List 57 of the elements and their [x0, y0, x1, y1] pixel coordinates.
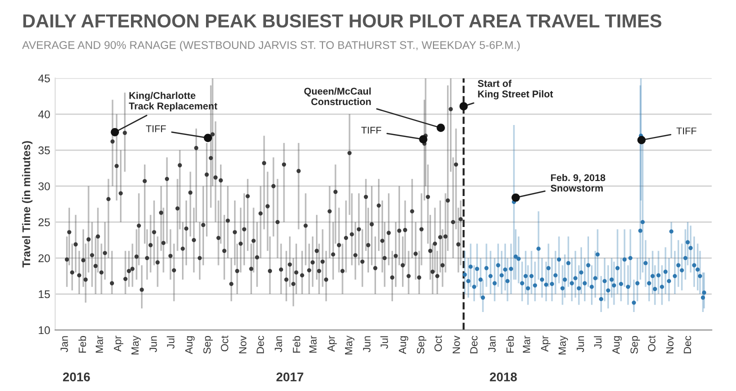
y-tick-label: 40	[38, 110, 50, 118]
x-tick-label: Jul	[594, 336, 602, 349]
y-axis-title: Travel Time (in minutes)	[22, 141, 32, 268]
y-tick-label: 30	[38, 182, 50, 190]
x-tick-label: Feb	[78, 336, 86, 353]
x-tick-label: Sep	[203, 336, 213, 354]
x-tick-label: Jun	[363, 336, 370, 352]
x-tick-label: Aug	[185, 336, 195, 354]
x-tick-label: Aug	[612, 336, 622, 354]
x-tick-label: Aug	[398, 336, 408, 354]
chart-subtitle: AVERAGE AND 90% RANAGE (WESTBOUND JARVIS ST. TO BATHURST ST., WEEKDAY 5-6P.M.)	[22, 40, 520, 52]
x-tick-label: Jan	[60, 336, 68, 352]
chart-title: DAILY AFTERNOON PEAK BUSIEST HOUR PILOT AREA TRAVEL TIMES	[23, 14, 662, 28]
x-tick-label: Jun	[150, 336, 157, 352]
x-tick-label: Jul	[380, 336, 388, 349]
x-tick-label: Feb	[506, 336, 514, 353]
x-tick-label: Dec	[470, 336, 478, 354]
x-tick-label: May	[345, 336, 354, 354]
x-tick-label: Apr	[114, 336, 124, 352]
x-tick-label: Sep	[630, 336, 640, 354]
x-tick-label: Jul	[166, 336, 174, 349]
annotation: TIFF	[146, 125, 166, 132]
x-tick-label: Oct	[648, 336, 656, 352]
x-tick-label: Dec	[684, 336, 692, 354]
annotation: TIFF	[361, 126, 382, 134]
x-tick-label: May	[131, 336, 141, 354]
y-tick-label: 45	[38, 74, 50, 82]
x-tick-label: Mar	[309, 336, 317, 353]
x-tick-label: Nov	[666, 336, 674, 354]
annotation: King/Charlotte Track Replacement	[128, 92, 218, 112]
x-tick-label: Oct	[434, 336, 442, 352]
x-tick-label: May	[558, 336, 568, 354]
text: 2016	[62, 372, 90, 382]
y-tick-label: 25	[38, 218, 50, 226]
x-tick-label: Jan	[488, 336, 496, 352]
text: 2018	[490, 372, 517, 382]
x-tick-label: Mar	[522, 336, 530, 353]
x-tick-label: Apr	[327, 336, 337, 352]
x-tick-label: Nov	[239, 336, 246, 354]
y-tick-label: 35	[38, 146, 50, 154]
y-tick-label: 10	[38, 326, 50, 334]
y-tick-label: 15	[38, 290, 50, 298]
annotation: Feb. 9, 2018 Snowstorm	[550, 174, 606, 192]
x-tick-label: Apr	[541, 336, 550, 352]
x-tick-label: Oct	[220, 336, 228, 352]
y-tick-label: 20	[38, 254, 50, 262]
x-tick-label: Jan	[274, 336, 282, 352]
x-tick-label: Feb	[292, 336, 300, 353]
x-tick-label: Jun	[576, 336, 584, 352]
x-tick-label: Sep	[416, 336, 426, 354]
x-tick-label: Dec	[256, 336, 264, 354]
annotation: Queen/McCaul Construction	[304, 88, 371, 106]
text: 2017	[276, 372, 304, 382]
x-tick-label: Mar	[96, 336, 104, 353]
annotation: TIFF	[676, 128, 696, 134]
annotation: Start of King Street Pilot	[478, 80, 554, 100]
x-tick-label: Nov	[452, 336, 460, 354]
